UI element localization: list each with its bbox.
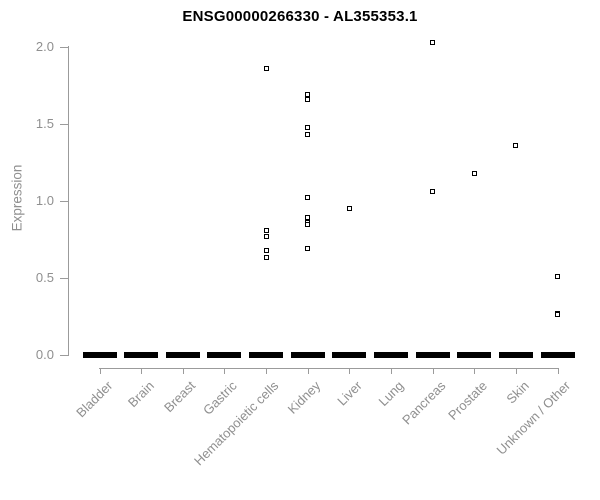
x-tick-label-lung: Lung <box>375 378 407 410</box>
zero-expression-dash <box>82 352 117 358</box>
y-tick <box>60 200 68 202</box>
x-tick-label-pancreas: Pancreas <box>398 378 449 428</box>
y-tick-label: 1.5 <box>35 116 54 131</box>
data-point-marker <box>555 273 561 279</box>
data-point-marker <box>555 312 561 318</box>
y-tick-label: 0.5 <box>35 270 54 285</box>
x-axis-line <box>99 368 559 369</box>
zero-expression-dash <box>415 352 450 358</box>
x-tick-label-brain: Brain <box>124 378 157 411</box>
x-tick <box>474 368 476 374</box>
data-point-marker <box>305 195 311 201</box>
x-tick <box>141 368 143 374</box>
zero-expression-dash <box>332 352 367 358</box>
x-tick-label-breast: Breast <box>161 378 199 416</box>
y-tick <box>60 354 68 356</box>
data-point-marker <box>263 233 269 239</box>
data-point-marker <box>471 170 477 176</box>
data-point-marker <box>263 227 269 233</box>
y-axis-line <box>68 46 69 356</box>
zero-expression-dash <box>124 352 159 358</box>
zero-expression-dash <box>540 352 575 358</box>
y-tick-label: 1.0 <box>35 193 54 208</box>
y-tick-label: 2.0 <box>35 39 54 54</box>
x-tick <box>349 368 351 374</box>
data-point-marker <box>263 255 269 261</box>
chart-title: ENSG00000266330 - AL355353.1 <box>182 8 418 25</box>
x-tick <box>432 368 434 374</box>
x-tick <box>390 368 392 374</box>
x-tick-label-prostate: Prostate <box>445 378 490 423</box>
y-tick <box>60 123 68 125</box>
x-tick-label-bladder: Bladder <box>72 378 116 421</box>
data-point-marker <box>305 132 311 138</box>
data-point-marker <box>305 92 311 98</box>
zero-expression-dash <box>249 352 284 358</box>
data-point-marker <box>305 246 311 252</box>
x-tick <box>266 368 268 374</box>
x-tick-label-gastric: Gastric <box>200 378 241 418</box>
x-tick <box>224 368 226 374</box>
zero-expression-dash <box>373 352 408 358</box>
x-tick-label-unknown-other: Unknown / Other <box>493 378 574 458</box>
data-point-marker <box>305 221 311 227</box>
data-point-marker <box>305 215 311 221</box>
x-tick <box>182 368 184 374</box>
data-point-marker <box>430 39 436 45</box>
zero-expression-dash <box>165 352 200 358</box>
data-point-marker <box>305 96 311 102</box>
x-tick <box>515 368 517 374</box>
x-tick <box>557 368 559 374</box>
data-point-marker <box>430 189 436 195</box>
zero-expression-dash <box>207 352 242 358</box>
data-point-marker <box>346 206 352 212</box>
x-tick-label-kidney: Kidney <box>284 378 324 417</box>
y-tick <box>60 46 68 48</box>
x-tick-label-skin: Skin <box>503 378 532 407</box>
zero-expression-dash <box>498 352 533 358</box>
y-tick <box>60 277 68 279</box>
data-point-marker <box>513 143 519 149</box>
data-point-marker <box>305 124 311 130</box>
x-tick <box>307 368 309 374</box>
zero-expression-dash <box>290 352 325 358</box>
zero-expression-dash <box>457 352 492 358</box>
x-tick <box>99 368 101 374</box>
x-tick-label-liver: Liver <box>334 378 365 409</box>
y-tick-label: 0.0 <box>35 347 54 362</box>
data-point-marker <box>263 66 269 72</box>
data-point-marker <box>263 247 269 253</box>
